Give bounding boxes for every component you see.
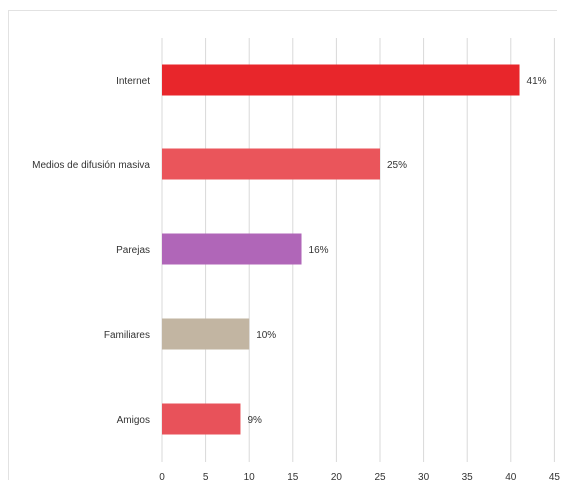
- x-tick-label-0: 0: [159, 472, 165, 483]
- data-label-familiares: 10%: [256, 330, 276, 341]
- category-label-parejas: Parejas: [116, 245, 150, 256]
- x-tick-label-20: 20: [331, 472, 343, 483]
- data-label-medios-de-difusion-masiva: 25%: [387, 160, 407, 171]
- x-tick-label-25: 25: [374, 472, 386, 483]
- bars: [162, 64, 520, 435]
- x-tick-label-35: 35: [462, 472, 474, 483]
- bar-familiares: [162, 318, 250, 350]
- chart-frame: [8, 10, 557, 480]
- bar-medios-de-difusion-masiva: [162, 148, 380, 180]
- data-label-amigos: 9%: [247, 415, 262, 426]
- data-label-internet: 41%: [527, 76, 547, 87]
- category-label-internet: Internet: [116, 76, 150, 87]
- data-label-parejas: 16%: [309, 245, 329, 256]
- labels: 0 5 10 15 20 25 30 35 40 45 Internet 41% Medios de d…: [32, 76, 560, 483]
- x-tick-label-10: 10: [244, 472, 256, 483]
- bar-amigos: [162, 403, 241, 435]
- bar-internet: [162, 64, 520, 96]
- bar-parejas: [162, 233, 302, 265]
- x-tick-label-40: 40: [505, 472, 517, 483]
- x-tick-label-30: 30: [418, 472, 430, 483]
- x-tick-label-15: 15: [287, 472, 299, 483]
- category-label-familiares: Familiares: [104, 330, 150, 341]
- x-tick-label-5: 5: [203, 472, 209, 483]
- category-label-medios-de-difusion-masiva: Medios de difusión masiva: [32, 160, 150, 171]
- x-tick-label-45: 45: [549, 472, 561, 483]
- category-label-amigos: Amigos: [117, 415, 150, 426]
